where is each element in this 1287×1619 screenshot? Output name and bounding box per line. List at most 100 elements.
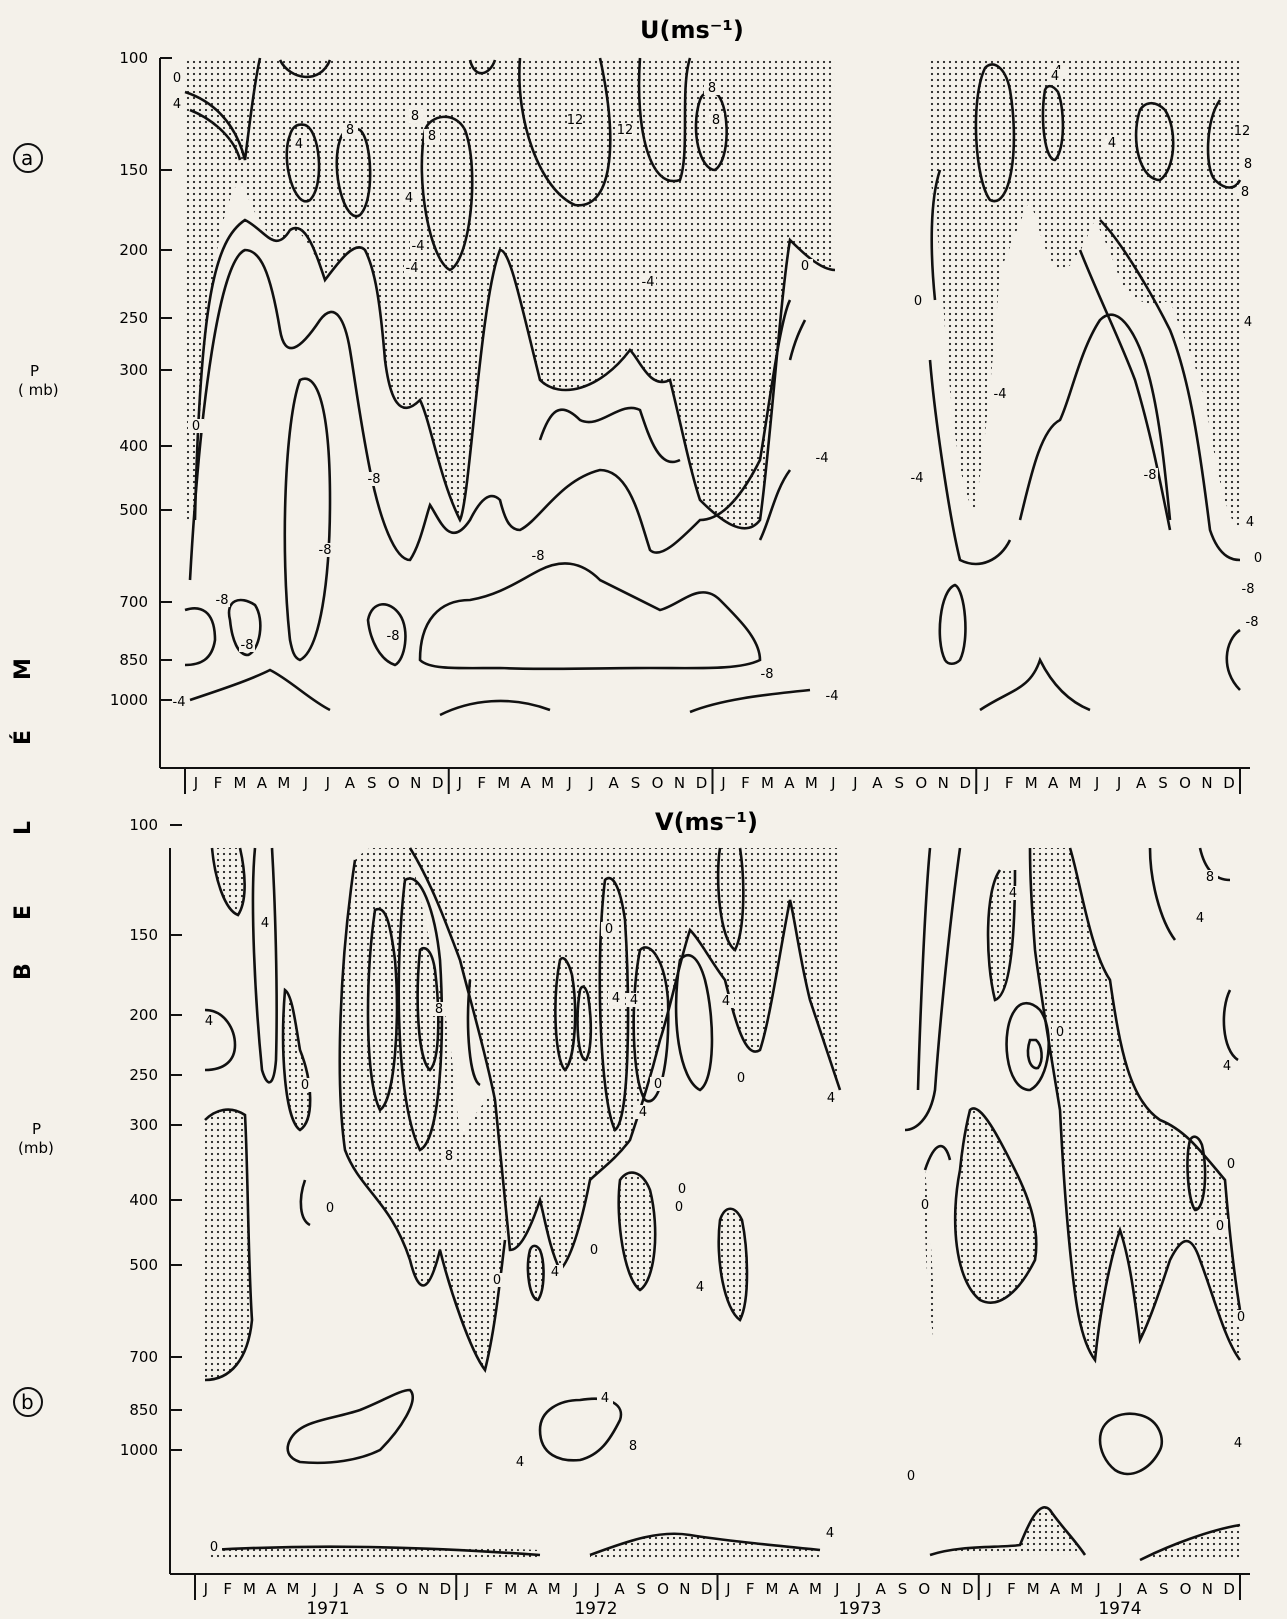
x-tick-label: S: [1158, 774, 1168, 792]
contour-label-bg: [708, 113, 724, 127]
contour-label-bg: [1219, 1059, 1235, 1073]
x-tick-label: J: [303, 774, 308, 792]
x-tick-label: J: [193, 774, 198, 792]
contour-line: [1068, 847, 1242, 1311]
contour-label-bg: [512, 1455, 528, 1469]
x-tick-label: M: [1025, 774, 1038, 792]
contour-line: [1078, 249, 1172, 531]
x-tick-label: D: [962, 1580, 974, 1598]
contour-label: 4: [1223, 1059, 1231, 1074]
x-tick-label: M: [504, 1580, 517, 1598]
contour-label: 0: [1254, 551, 1262, 566]
contour-line: [1018, 313, 1172, 521]
y-tick-label: 850: [129, 1401, 158, 1419]
contour-label-bg: [674, 1182, 690, 1196]
contour-label-bg: [188, 419, 204, 433]
contour-label: 12: [617, 123, 634, 138]
contour-line: [366, 907, 399, 1112]
shade-region: [205, 1109, 252, 1380]
contour-label-bg: [322, 1201, 338, 1215]
contour-label: 0: [590, 1243, 598, 1258]
contour-line: [518, 57, 612, 207]
contour-label: 4: [696, 1280, 704, 1295]
contour-label: 12: [1234, 124, 1251, 139]
contour-label: 8: [346, 123, 354, 138]
contour-label: -4: [911, 471, 924, 486]
contour-label-bg: [567, 113, 583, 127]
side-label-b: B: [11, 963, 36, 980]
contour-label: -8: [761, 667, 774, 682]
contour-line: [974, 63, 1016, 203]
contour-line: [717, 1207, 749, 1322]
contour-label-bg: [823, 1091, 839, 1105]
contour-line: [1139, 1523, 1241, 1562]
contour-label: -8: [1246, 615, 1259, 630]
year-labels: 1971 1972 1973 1974: [306, 1599, 1141, 1619]
x-tick-label: J: [203, 1580, 208, 1598]
contour-line: [598, 876, 630, 1132]
x-tick-label: M: [541, 774, 554, 792]
x-tick-label: D: [1223, 774, 1235, 792]
contour-label: 0: [907, 1469, 915, 1484]
x-tick-label: A: [1137, 1580, 1148, 1598]
x-tick-label: A: [527, 1580, 538, 1598]
contour-line: [1222, 989, 1239, 1062]
contour-line: [299, 1179, 311, 1227]
contour-label: 12: [567, 113, 584, 128]
panel-b-shading: [205, 848, 1240, 1560]
contour-label-bg: [626, 993, 642, 1007]
contour-label: 4: [1108, 136, 1116, 151]
contour-label: 8: [629, 1439, 637, 1454]
contour-label-bg: [1237, 185, 1253, 199]
contour-line: [1026, 1038, 1043, 1070]
contour-label: 4: [630, 993, 638, 1008]
contour-line: [408, 847, 842, 1273]
contour-label-bg: [1240, 315, 1256, 329]
contour-label: 4: [722, 994, 730, 1009]
contour-label-bg: [239, 638, 255, 652]
x-tick-label: N: [410, 774, 421, 792]
contour-label-bg: [1250, 551, 1266, 565]
y-tick-label: 700: [119, 593, 148, 611]
contour-label: 0: [173, 71, 181, 86]
contour-label-bg: [692, 1280, 708, 1294]
contour-label-bg: [410, 239, 426, 253]
x-tick-label: M: [497, 774, 510, 792]
contour-label: -4: [406, 261, 419, 276]
contour-line: [916, 847, 932, 1091]
contour-line: [538, 406, 681, 464]
contour-label: 0: [678, 1182, 686, 1197]
contour-label: -4: [994, 387, 1007, 402]
contour-label: 8: [435, 1002, 443, 1017]
contour-label-bg: [1223, 1157, 1239, 1171]
x-tick-label: J: [312, 1580, 317, 1598]
contour-label-bg: [201, 1014, 217, 1028]
x-tick-label: N: [679, 1580, 690, 1598]
x-tick-label: A: [876, 1580, 887, 1598]
y-axis-label: ( mb): [18, 381, 59, 399]
shade-region: [618, 1172, 656, 1290]
side-label-e: É: [10, 730, 36, 745]
contour-label-bg: [404, 261, 420, 275]
x-tick-label: A: [353, 1580, 364, 1598]
x-tick-label: O: [388, 774, 400, 792]
x-tick-label: F: [223, 1580, 232, 1598]
contour-label-bg: [601, 922, 617, 936]
contour-label-bg: [401, 191, 417, 205]
contour-line: [251, 847, 278, 1084]
x-tick-label: S: [1159, 1580, 1169, 1598]
contour-line: [788, 319, 807, 361]
shade-region: [928, 58, 1240, 530]
contour-label-bg: [910, 294, 926, 308]
y-tick-label: 300: [129, 1116, 158, 1134]
x-tick-label: J: [830, 774, 835, 792]
contour-label-bg: [671, 1200, 687, 1214]
x-tick-label: J: [333, 1580, 338, 1598]
x-tick-label: J: [725, 1580, 730, 1598]
contour-label: 8: [1241, 185, 1249, 200]
contour-line: [538, 1397, 623, 1462]
contour-label-bg: [917, 1198, 933, 1212]
x-tick-label: M: [1027, 1580, 1040, 1598]
x-tick-label: J: [325, 774, 330, 792]
